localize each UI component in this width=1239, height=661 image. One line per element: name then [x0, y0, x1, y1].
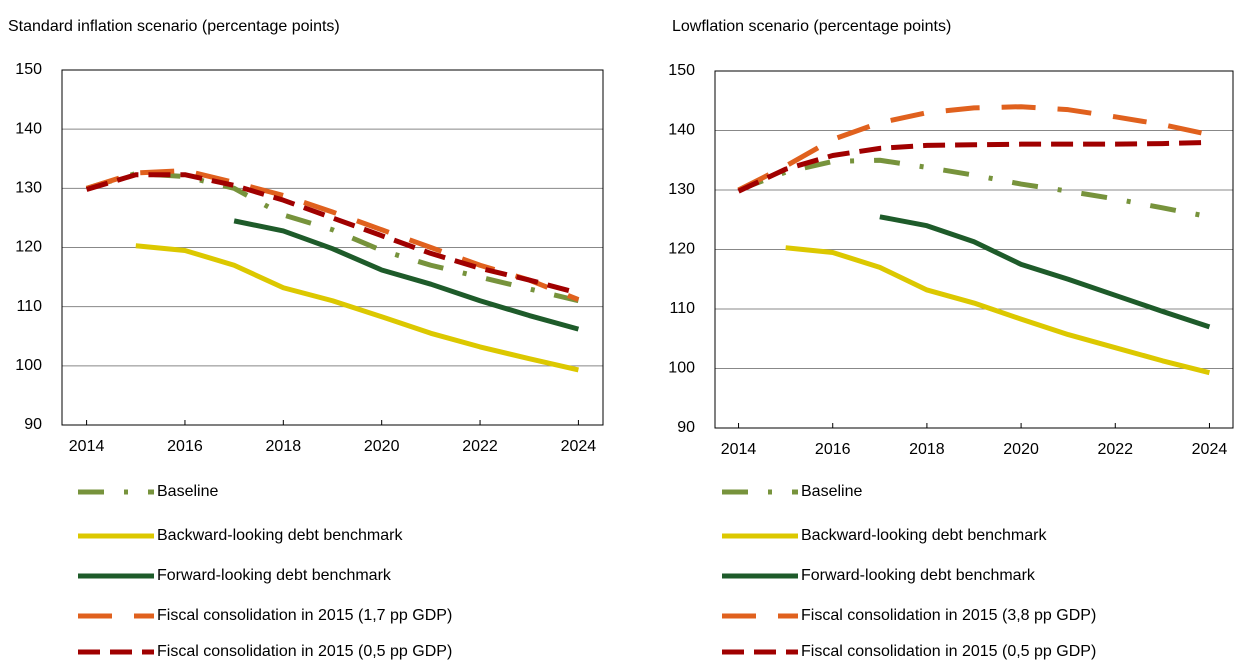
y-tick-label: 130: [15, 180, 42, 197]
y-tick-label: 110: [16, 298, 42, 315]
y-tick-label: 130: [668, 181, 695, 198]
x-tick-label: 2020: [364, 438, 400, 455]
series-line: [737, 139, 1210, 194]
x-tick-label: 2022: [1097, 441, 1133, 458]
y-tick-label: 100: [15, 357, 42, 374]
legend-label: Backward-looking debt benchmark: [157, 527, 403, 544]
x-tick-label: 2016: [815, 441, 851, 458]
series-line: [879, 214, 1211, 330]
x-tick-label: 2024: [1192, 441, 1228, 458]
series-line: [233, 218, 580, 332]
x-tick-label: 2020: [1003, 441, 1039, 458]
series-line: [85, 171, 579, 304]
legend-label: Fiscal consolidation in 2015 (3,8 pp GDP…: [801, 607, 1096, 624]
x-tick-label: 2018: [909, 441, 945, 458]
legend-label: Forward-looking debt benchmark: [801, 567, 1036, 584]
y-tick-label: 110: [669, 300, 695, 317]
series-line: [135, 243, 579, 373]
x-tick-label: 2014: [69, 438, 105, 455]
chart-title: Lowflation scenario (percentage points): [672, 18, 951, 35]
series-line: [737, 104, 1210, 193]
plot-border: [714, 70, 1234, 429]
y-tick-label: 90: [677, 419, 695, 436]
y-tick-label: 90: [24, 416, 42, 433]
series-line: [785, 245, 1211, 376]
x-tick-label: 2014: [721, 441, 757, 458]
x-tick-label: 2016: [167, 438, 203, 455]
series-line: [85, 168, 580, 302]
legend-label: Forward-looking debt benchmark: [157, 567, 392, 584]
legend-label: Baseline: [801, 483, 862, 500]
y-tick-label: 120: [668, 241, 695, 258]
legend-label: Fiscal consolidation in 2015 (1,7 pp GDP…: [157, 607, 452, 624]
legend-label: Fiscal consolidation in 2015 (0,5 pp GDP…: [801, 643, 1096, 660]
legend-label: Fiscal consolidation in 2015 (0,5 pp GDP…: [157, 643, 452, 660]
y-tick-label: 120: [15, 239, 42, 256]
x-tick-label: 2024: [561, 438, 597, 455]
chart-title: Standard inflation scenario (percentage …: [8, 18, 340, 35]
plot-border: [61, 69, 604, 426]
series-line: [85, 172, 580, 296]
x-tick-label: 2022: [462, 438, 498, 455]
series-line: [737, 157, 1210, 220]
x-tick-label: 2018: [266, 438, 302, 455]
legend-label: Baseline: [157, 483, 218, 500]
y-tick-label: 140: [15, 120, 42, 137]
y-tick-label: 150: [15, 61, 42, 78]
legend-label: Backward-looking debt benchmark: [801, 527, 1047, 544]
y-tick-label: 150: [668, 62, 695, 79]
y-tick-label: 100: [668, 360, 695, 377]
y-tick-label: 140: [668, 122, 695, 139]
